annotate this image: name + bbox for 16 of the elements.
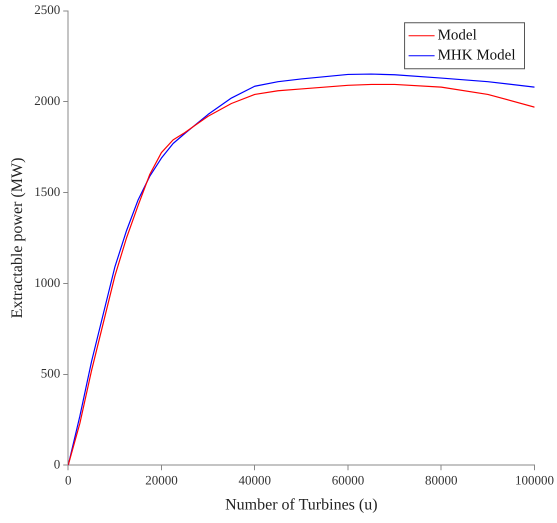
y-axis-title: Extractable power (MW) [8, 158, 26, 318]
x-tick-label: 20000 [145, 472, 178, 488]
y-tick-label: 2500 [34, 2, 60, 18]
x-tick-label: 80000 [424, 472, 458, 488]
y-tick-label: 1000 [34, 274, 60, 290]
y-tick-label: 1500 [34, 184, 60, 199]
y-tick-label: 0 [54, 456, 60, 472]
x-tick-label: 60000 [332, 472, 364, 488]
y-tick-label: 2000 [34, 93, 60, 108]
y-tick-label: 500 [40, 366, 60, 381]
x-tick-label: 40000 [238, 472, 271, 488]
legend-label: Model [438, 28, 477, 44]
legend-label: MHK Model [438, 48, 516, 64]
x-tick-label: 0 [64, 472, 72, 488]
x-axis-title: Number of Turbines (u) [225, 496, 378, 514]
x-tick-label: 100000 [515, 472, 554, 488]
